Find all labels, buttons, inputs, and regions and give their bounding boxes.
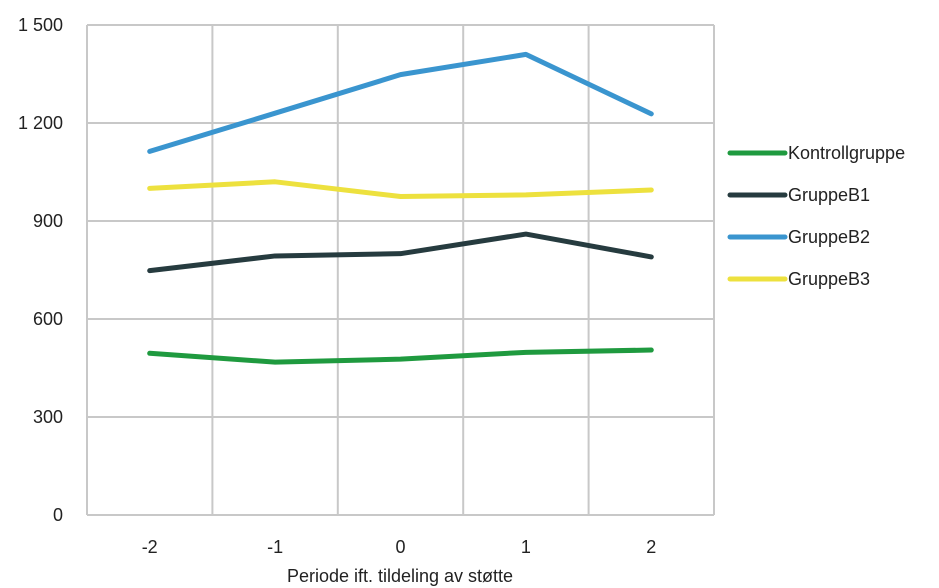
x-tick-label: 1 xyxy=(521,537,531,557)
x-tick-label: -1 xyxy=(267,537,283,557)
series-line-kontrollgruppe xyxy=(147,347,654,365)
legend-label: GruppeB1 xyxy=(788,185,870,205)
y-tick-label: 600 xyxy=(33,309,63,329)
legend: Kontrollgruppe GruppeB1 GruppeB2 GruppeB3 xyxy=(727,143,905,289)
x-axis-title: Periode ift. tildeling av støtte xyxy=(287,566,513,586)
x-tick-label: 0 xyxy=(395,537,405,557)
legend-label: GruppeB3 xyxy=(788,269,870,289)
legend-label: GruppeB2 xyxy=(788,227,870,247)
legend-label: Kontrollgruppe xyxy=(788,143,905,163)
x-tick-label: -2 xyxy=(142,537,158,557)
grid-layer xyxy=(86,24,715,515)
series-line-gruppeb3 xyxy=(147,179,654,199)
y-tick-label: 1 200 xyxy=(18,113,63,133)
series-layer xyxy=(147,51,654,365)
series-line-gruppeb1 xyxy=(147,231,654,274)
series-line-gruppeb2 xyxy=(147,51,654,154)
x-tick-label: 2 xyxy=(646,537,656,557)
y-tick-label: 900 xyxy=(33,211,63,231)
y-tick-label: 300 xyxy=(33,407,63,427)
y-tick-label: 0 xyxy=(53,505,63,525)
y-tick-label: 1 500 xyxy=(18,15,63,35)
axis-layer: 0 300 600 900 1 200 1 500 -2 -1 0 1 2 xyxy=(18,15,714,557)
